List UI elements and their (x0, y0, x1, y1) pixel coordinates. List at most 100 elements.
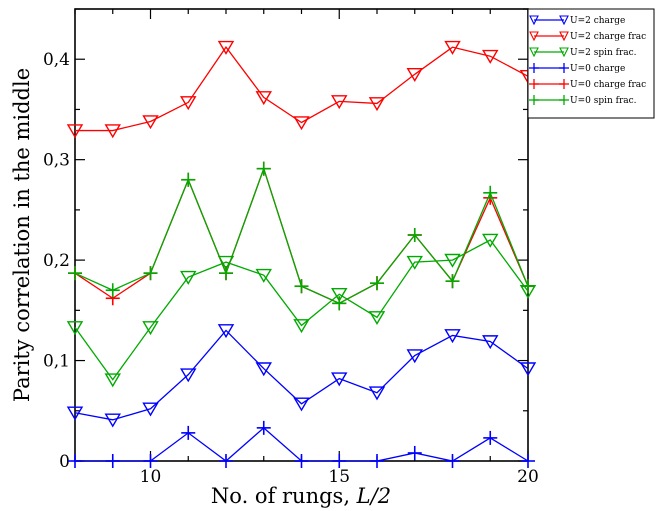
legend-entry: U=0 charge (529, 63, 625, 74)
data-point (66, 406, 84, 421)
series-u-2-charge-frac (66, 40, 537, 139)
series-layer (66, 40, 537, 468)
y-tick-label: 0,2 (43, 251, 70, 271)
data-point (293, 319, 310, 334)
data-point (66, 321, 84, 336)
data-point (407, 228, 422, 242)
data-point (483, 185, 498, 200)
data-point (104, 413, 121, 428)
y-axis-label: Parity correlation in the middle (10, 68, 34, 402)
legend-marker (559, 15, 569, 26)
data-point (331, 287, 348, 302)
data-point (66, 124, 84, 139)
data-point (143, 454, 158, 468)
legend-label: U=0 spin frac. (570, 96, 637, 106)
series-u-0-charge (68, 420, 535, 468)
data-point (180, 368, 197, 383)
data-point (143, 266, 158, 281)
legend-marker (529, 47, 539, 58)
legend-marker (529, 15, 539, 26)
data-point (181, 172, 196, 187)
data-point (331, 95, 348, 110)
data-point (406, 349, 423, 364)
data-point (105, 454, 120, 468)
data-point (294, 279, 309, 294)
data-point (180, 96, 197, 111)
x-axis-label-variable: L/2 (356, 484, 391, 508)
y-tick-label: 0,1 (43, 352, 70, 372)
x-tick-label: 20 (517, 467, 539, 487)
data-point (483, 430, 498, 445)
data-point (180, 270, 197, 285)
data-point (142, 321, 159, 336)
legend-entry: U=0 spin frac. (529, 95, 637, 106)
series-u-0-spin-frac (68, 161, 535, 311)
series-u-2-charge (66, 324, 537, 428)
data-point (368, 97, 386, 112)
data-point (68, 454, 82, 468)
data-point (482, 233, 499, 248)
series-line (74, 329, 529, 421)
legend-label: U=2 spin frac. (570, 48, 637, 58)
data-point (104, 124, 121, 139)
y-tick-label: 0 (59, 452, 70, 472)
x-tick-label: 10 (140, 467, 162, 487)
legend-entry: U=2 spin frac. (529, 47, 637, 58)
data-point (368, 386, 386, 401)
data-point (444, 253, 461, 268)
data-point (331, 372, 348, 387)
data-point (293, 116, 310, 131)
data-point (332, 296, 347, 311)
data-point (406, 67, 423, 82)
data-point (482, 335, 499, 350)
data-point (217, 40, 235, 55)
data-point (256, 161, 271, 176)
data-point (255, 362, 272, 377)
legend: U=2 charge U=2 charge frac U=2 spin frac. U… (527, 8, 655, 119)
legend-label: U=2 charge frac (570, 32, 646, 42)
data-point (181, 425, 196, 440)
y-tick-label: 0,3 (43, 151, 70, 171)
series-line (74, 239, 529, 381)
data-point (219, 454, 233, 468)
data-point (519, 362, 537, 377)
series-line (75, 46, 529, 132)
data-point (370, 276, 384, 291)
data-point (482, 49, 499, 64)
data-point (104, 373, 121, 388)
data-point (293, 397, 310, 412)
data-point (332, 454, 347, 468)
data-point (142, 402, 159, 417)
data-point (255, 268, 272, 283)
data-point (445, 274, 460, 289)
legend-label: U=0 charge frac (570, 80, 646, 90)
data-point (219, 266, 233, 281)
legend-label: U=0 charge (570, 64, 625, 74)
series-u-2-spin-frac (66, 233, 537, 388)
plot-frame (74, 8, 529, 462)
legend-entry: U=2 charge (529, 15, 625, 26)
axis-ticks: 10 15 20 0 0,1 0,2 0,3 0,4 (43, 8, 539, 487)
data-point (142, 115, 159, 130)
data-point (105, 283, 120, 298)
y-tick-label: 0,4 (43, 50, 70, 70)
data-point (445, 454, 460, 468)
data-point (255, 91, 272, 106)
data-point (407, 445, 422, 460)
data-point (521, 454, 535, 468)
x-axis-label-text: No. of rungs, (211, 484, 357, 508)
data-point (256, 420, 271, 435)
legend-entry: U=2 charge frac (529, 31, 646, 42)
legend-entry: U=0 charge frac (529, 79, 646, 90)
data-point (521, 279, 535, 294)
legend-marker (529, 31, 539, 42)
x-tick-label: 15 (328, 467, 350, 487)
data-point (368, 311, 386, 326)
data-point (294, 454, 309, 468)
x-axis-label: No. of rungs, L/2 (211, 484, 391, 508)
legend-label: U=2 charge (570, 16, 625, 26)
legend-marker (559, 47, 569, 58)
data-point (217, 324, 235, 339)
data-point (444, 329, 461, 344)
